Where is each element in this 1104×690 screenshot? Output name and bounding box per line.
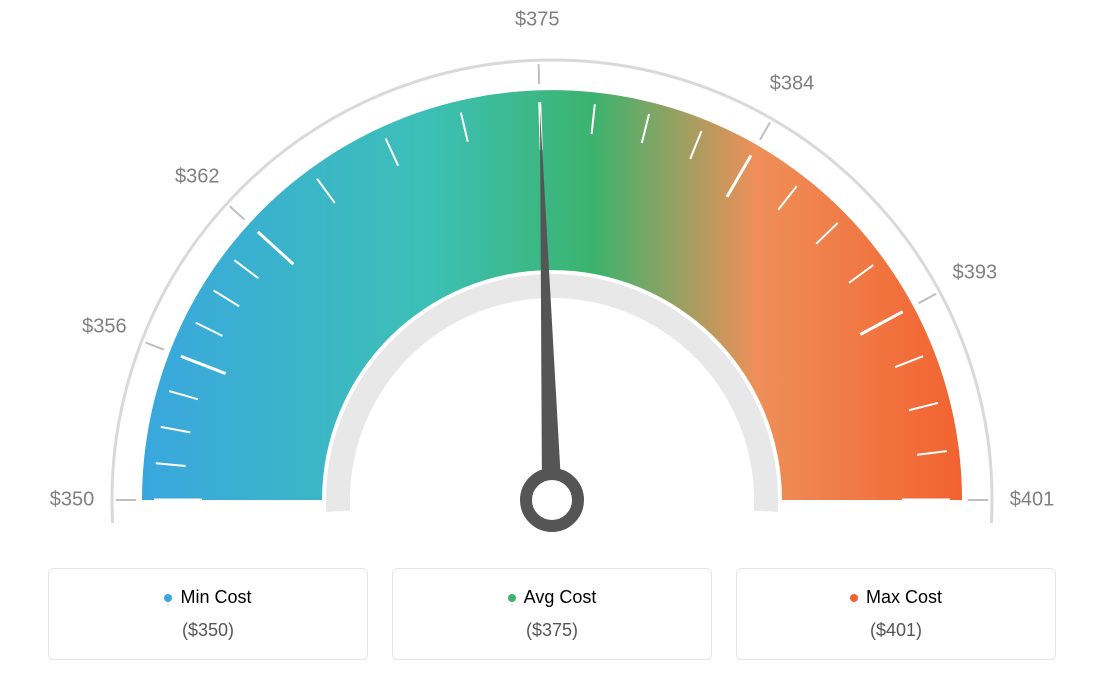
legend-area: Min Cost ($350) Avg Cost ($375) Max Cost…	[0, 568, 1104, 660]
legend-avg-value: ($375)	[405, 620, 699, 641]
legend-avg: Avg Cost ($375)	[392, 568, 712, 660]
dot-avg-icon	[508, 594, 516, 602]
legend-max-value: ($401)	[749, 620, 1043, 641]
gauge-svg	[0, 0, 1104, 560]
dot-max-icon	[850, 594, 858, 602]
tick-label: $375	[515, 9, 560, 32]
tick-label: $356	[82, 315, 127, 338]
tick-label: $362	[175, 165, 220, 188]
tick-label: $401	[1010, 489, 1055, 512]
gauge-area: $350 $356 $362 $375 $384 $393 $401	[0, 0, 1104, 560]
gauge-chart-container: $350 $356 $362 $375 $384 $393 $401 Min Cost ($…	[0, 0, 1104, 690]
legend-max-label: Max Cost	[866, 587, 942, 608]
legend-avg-title: Avg Cost	[508, 587, 597, 608]
tick-label: $393	[953, 261, 998, 284]
tick-label: $384	[770, 73, 815, 96]
legend-min-label: Min Cost	[180, 587, 251, 608]
legend-avg-label: Avg Cost	[524, 587, 597, 608]
legend-min-value: ($350)	[61, 620, 355, 641]
tick-label: $350	[50, 489, 95, 512]
dot-min-icon	[164, 594, 172, 602]
legend-max: Max Cost ($401)	[736, 568, 1056, 660]
legend-max-title: Max Cost	[850, 587, 942, 608]
legend-min: Min Cost ($350)	[48, 568, 368, 660]
legend-min-title: Min Cost	[164, 587, 251, 608]
